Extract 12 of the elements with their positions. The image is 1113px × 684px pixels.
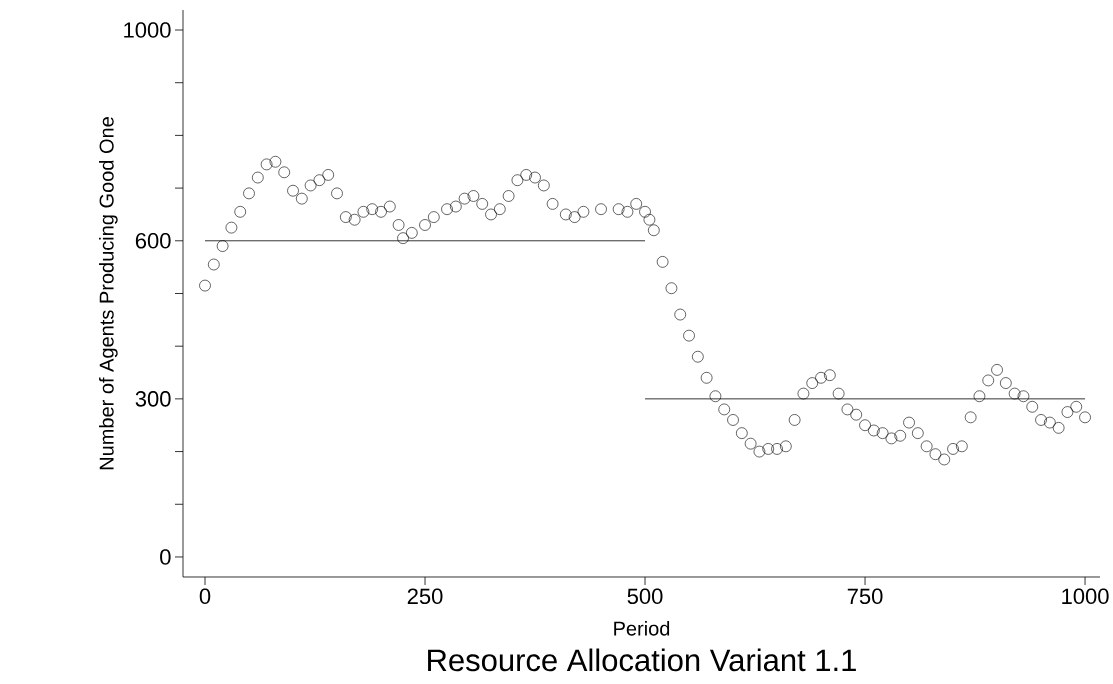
y-tick-label: 300 xyxy=(135,391,171,407)
y-tick-label: 600 xyxy=(135,233,171,249)
y-tick-label: 0 xyxy=(160,549,171,565)
y-tick-label: 1000 xyxy=(124,22,171,38)
x-tick-label: 750 xyxy=(847,588,883,605)
x-axis-title: Period xyxy=(614,620,670,636)
x-tick-label: 1000 xyxy=(1062,588,1109,605)
x-tick-label: 500 xyxy=(627,588,663,605)
y-axis-title: Number of Agents Producing Good One xyxy=(99,117,118,470)
x-tick-label: 0 xyxy=(199,588,211,605)
text: Resource Allocation Variant 1.1 xyxy=(428,648,856,672)
x-tick-label: 250 xyxy=(407,588,443,605)
